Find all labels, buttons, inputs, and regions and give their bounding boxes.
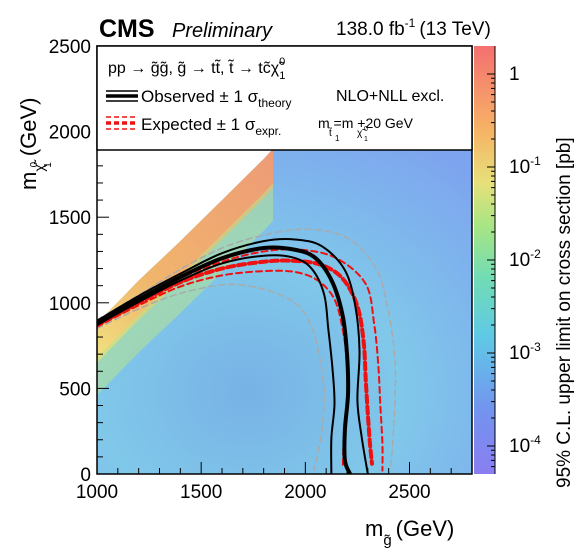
z-axis-title: 95% C.L. upper limit on cross section [p…	[554, 137, 575, 488]
energy-label: (13 TeV)	[419, 19, 490, 40]
legend-observed-swatch	[106, 90, 138, 102]
z-tick-base: 10	[509, 343, 530, 364]
heatmap-fill	[97, 148, 472, 474]
series-expected-2	[97, 228, 397, 470]
axes: 1000 1500 2000 2500 0 500 1000 1500 2000 2500	[49, 37, 452, 503]
legend: pp → g̃g̃, g̃ → tt̃, t̃ → tc̃χ̃0 1 Observ…	[96, 45, 473, 151]
z-tick-exponent: -1	[530, 154, 541, 168]
z-tick-label: 10-3	[509, 340, 541, 364]
legend-process-sub: 1	[279, 70, 285, 82]
legend-observed-text: Observed ± 1 σ	[141, 87, 259, 106]
z-tick-exponent: -4	[530, 433, 541, 447]
y-tick-label: 1000	[49, 294, 91, 315]
z-tick-exponent: -3	[530, 340, 541, 354]
luminosity-value: 138.0 fb	[336, 19, 405, 40]
color-bar: 10-410-310-210-11	[474, 46, 541, 474]
z-tick-base: 10	[509, 157, 530, 178]
y-axis-title-symbol: m	[16, 172, 41, 190]
z-tick-label: 1	[509, 64, 520, 85]
svg-text:95% C.L. upper limit on cross: 95% C.L. upper limit on cross section [p…	[554, 137, 575, 488]
z-tick-base: 1	[509, 64, 520, 85]
legend-note-excl: NLO+NLL excl.	[336, 88, 444, 105]
y-tick-label: 500	[59, 379, 91, 400]
legend-process-text: pp → g̃g̃, g̃ → tt̃, t̃ → tc̃χ̃	[108, 58, 285, 77]
heatmap-diagonal-halo	[97, 182, 274, 396]
y-axis-title: mχ̃0 1(GeV)	[16, 98, 54, 191]
legend-note-mass-sub2: χ̃	[357, 128, 366, 139]
z-tick-base: 10	[509, 250, 530, 271]
legend-process: pp → g̃g̃, g̃ → tt̃, t̃ → tc̃χ̃0 1	[108, 56, 285, 82]
y-tick-label: 1500	[49, 208, 91, 229]
x-tick-label: 1500	[180, 482, 222, 503]
legend-note-mass: m =m +20 GeV	[318, 115, 414, 131]
experiment-label: CMS	[99, 15, 155, 43]
x-tick-label: 2500	[388, 482, 430, 503]
luminosity-exponent: -1	[405, 16, 416, 30]
legend-observed: Observed ± 1 σtheory	[141, 87, 292, 110]
legend-process-sup: 0	[279, 56, 285, 68]
x-axis-title-symbol: m	[365, 516, 383, 541]
legend-expected: Expected ± 1 σexpr.	[141, 115, 281, 138]
z-tick-exponent: -2	[530, 247, 541, 261]
series-expected-2	[97, 283, 325, 472]
color-bar-gradient	[474, 46, 495, 474]
legend-note-mass-sub2b: 0	[364, 126, 368, 133]
z-tick-label: 10-2	[509, 247, 541, 271]
y-axis-title-sub-sup: 0	[29, 161, 40, 167]
y-tick-label: 0	[80, 465, 91, 486]
legend-note-mass-sub1b: 1	[335, 134, 340, 143]
legend-expected-sub: expr.	[255, 124, 281, 138]
x-tick-label: 2000	[284, 482, 326, 503]
z-tick-label: 10-4	[509, 433, 541, 457]
y-axis-title-sub-sub: 1	[43, 162, 54, 168]
x-tick-label: 1000	[76, 482, 118, 503]
series-observed	[97, 245, 353, 474]
legend-observed-sub: theory	[258, 96, 291, 110]
x-axis-title-unit: (GeV)	[396, 516, 455, 541]
z-tick-label: 10-1	[509, 154, 541, 178]
x-axis-title: mg̃ (GeV)	[365, 516, 454, 549]
legend-note-mass-sub1: t̃	[328, 127, 333, 139]
svg-text:mχ̃01(GeV): mχ̃0 1(GeV)	[16, 98, 54, 191]
x-axis-title-sub: g̃	[383, 532, 391, 549]
legend-note-mass-sub2c: 1	[364, 136, 368, 143]
y-axis-title-unit: (GeV)	[16, 98, 41, 157]
status-label: Preliminary	[172, 20, 273, 42]
heatmap-diagonal-band	[97, 148, 274, 363]
z-tick-base: 10	[509, 436, 530, 457]
series-expected	[97, 258, 374, 466]
series-observed-1	[97, 238, 369, 474]
legend-expected-swatch	[106, 116, 138, 130]
legend-expected-text: Expected ± 1 σ	[141, 115, 256, 134]
luminosity-label: 138.0 fb-1 (13 TeV)	[336, 16, 491, 40]
y-tick-label: 2500	[49, 37, 91, 58]
y-tick-label: 2000	[49, 123, 91, 144]
series-observed-1	[97, 254, 336, 474]
legend-box	[96, 45, 473, 151]
